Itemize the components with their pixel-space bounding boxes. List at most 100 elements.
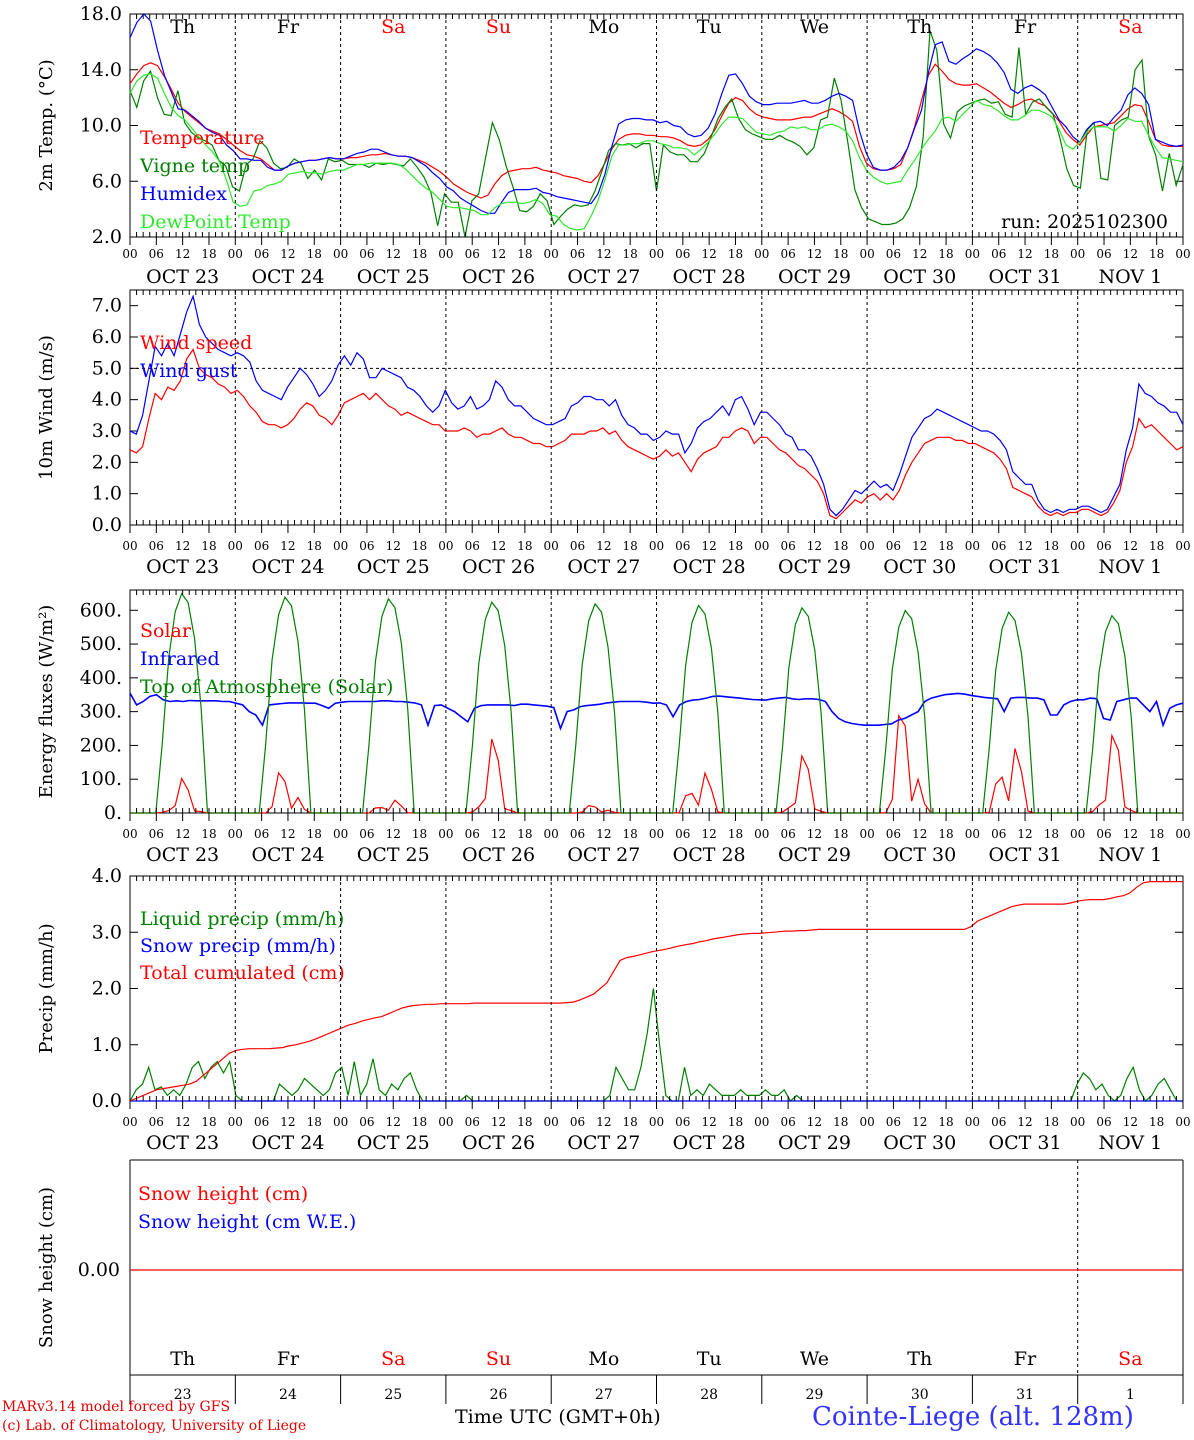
date-label: OCT 23: [146, 844, 219, 866]
legend-entry: Total cumulated (cm): [140, 962, 345, 984]
hour-tick-label: 06: [1096, 247, 1111, 261]
weekday-label: Sa: [1118, 1348, 1142, 1370]
day-number: 28: [700, 1387, 718, 1403]
weekday-label: Sa: [381, 16, 405, 38]
hour-tick-label: 18: [728, 827, 743, 841]
hour-tick-label: 00: [228, 1115, 243, 1129]
hour-tick-label: 12: [1123, 827, 1138, 841]
hour-tick-label: 00: [438, 827, 453, 841]
date-label: OCT 30: [883, 1132, 956, 1154]
date-label: NOV 1: [1098, 556, 1162, 578]
hour-tick-label: 00: [649, 539, 664, 553]
snow-panel: 0.00 Snow height (cm) Snow height (cm) Snow…: [36, 1159, 1184, 1404]
weekday-label: Su: [486, 16, 511, 38]
hour-tick-label: 06: [886, 1115, 901, 1129]
hour-tick-label: 18: [412, 539, 427, 553]
energy-panel-hour-labels: 00 06 12 18 00 06 12 18 00 06 12 18 00 06 12 18 00 06 12 18…: [122, 827, 1190, 841]
hour-tick-label: 18: [623, 539, 638, 553]
ylabel-wind: 10m Wind (m/s): [36, 335, 57, 480]
hour-tick-label: 18: [1149, 539, 1164, 553]
hour-tick-label: 06: [991, 827, 1006, 841]
date-label: OCT 26: [462, 266, 535, 288]
hour-tick-label: 18: [833, 539, 848, 553]
hour-tick-label: 18: [201, 539, 216, 553]
hour-tick-label: 12: [912, 1115, 927, 1129]
hour-tick-label: 18: [201, 247, 216, 261]
hour-tick-label: 18: [1044, 539, 1059, 553]
hour-tick-label: 00: [859, 827, 874, 841]
hour-tick-label: 06: [991, 247, 1006, 261]
y-tick-label: 4.0: [92, 389, 122, 411]
wind-panel: 0.0 1.0 2.0 3.0 4.0 5.0 6.0 7.0 10m Wind (m/s) Wi…: [36, 289, 1184, 536]
hour-tick-label: 12: [807, 1115, 822, 1129]
hour-tick-label: 12: [596, 1115, 611, 1129]
hour-tick-label: 06: [780, 539, 795, 553]
y-tick-label: 5.0: [92, 357, 122, 379]
weekday-label: Tu: [697, 16, 722, 38]
hour-tick-label: 06: [886, 539, 901, 553]
hour-tick-label: 18: [307, 539, 322, 553]
date-label: OCT 28: [673, 844, 746, 866]
hour-tick-label: 06: [254, 827, 269, 841]
hour-tick-label: 00: [228, 539, 243, 553]
date-label: NOV 1: [1098, 1132, 1162, 1154]
hour-tick-label: 00: [859, 247, 874, 261]
hour-tick-label: 00: [544, 1115, 559, 1129]
weekday-label: Fr: [277, 1348, 300, 1370]
hour-tick-label: 12: [807, 539, 822, 553]
date-label: OCT 27: [567, 266, 640, 288]
day-number: 31: [1016, 1387, 1034, 1403]
hour-tick-label: 18: [728, 1115, 743, 1129]
hour-tick-label: 00: [754, 827, 769, 841]
legend-entry: Snow height (cm W.E.): [138, 1211, 356, 1233]
hour-tick-label: 06: [149, 1115, 164, 1129]
hour-tick-label: 12: [1123, 539, 1138, 553]
ylabel-temperature: 2m Temp. (°C): [36, 59, 57, 191]
hour-tick-label: 06: [1096, 539, 1111, 553]
series-wind-speed: [129, 348, 1184, 520]
y-tick-label: 10.0: [80, 115, 122, 137]
date-label: OCT 25: [357, 1132, 430, 1154]
station-name: Cointe-Liege (alt. 128m): [812, 1402, 1134, 1432]
legend-entry: Liquid precip (mm/h): [140, 908, 344, 930]
hour-tick-label: 06: [675, 1115, 690, 1129]
hour-tick-label: 12: [807, 827, 822, 841]
hour-tick-label: 00: [438, 1115, 453, 1129]
day-number: 23: [174, 1387, 192, 1403]
y-tick-label: 600.: [80, 599, 122, 621]
hour-tick-label: 18: [1149, 1115, 1164, 1129]
temperature-panel-date-labels: OCT 23 OCT 24 OCT 25 OCT 26 OCT 27 OCT 28 OCT …: [146, 266, 1162, 288]
hour-tick-label: 12: [1017, 247, 1032, 261]
temperature-panel-day-gridlines: [234, 14, 1079, 237]
hour-tick-label: 06: [570, 539, 585, 553]
hour-tick-label: 00: [754, 247, 769, 261]
legend-entry: Solar: [140, 620, 192, 642]
hour-tick-label: 00: [1175, 539, 1190, 553]
hour-tick-label: 00: [859, 1115, 874, 1129]
y-tick-label: 0.: [104, 802, 122, 824]
hour-tick-label: 00: [1070, 1115, 1085, 1129]
hour-tick-label: 12: [1017, 539, 1032, 553]
hour-tick-label: 00: [649, 247, 664, 261]
y-tick-label: 400.: [80, 667, 122, 689]
hour-tick-label: 18: [307, 1115, 322, 1129]
y-tick-label: 2.0: [92, 226, 122, 248]
hour-tick-label: 00: [438, 247, 453, 261]
hour-tick-label: 06: [570, 1115, 585, 1129]
hour-tick-label: 00: [122, 247, 137, 261]
hour-tick-label: 00: [122, 827, 137, 841]
hour-tick-label: 12: [1017, 1115, 1032, 1129]
hour-tick-label: 18: [623, 247, 638, 261]
y-tick-label: 2.0: [92, 978, 122, 1000]
hour-tick-label: 06: [254, 1115, 269, 1129]
weekday-label: Sa: [1118, 16, 1142, 38]
hour-tick-label: 18: [517, 827, 532, 841]
hour-tick-label: 12: [386, 1115, 401, 1129]
time-axis-label: Time UTC (GMT+0h): [455, 1406, 661, 1428]
hour-tick-label: 18: [728, 247, 743, 261]
hour-tick-label: 18: [833, 247, 848, 261]
weekday-label: We: [800, 16, 829, 38]
legend-entry: Top of Atmosphere (Solar): [140, 676, 393, 698]
temperature-panel-hour-labels: 00 06 12 18 00 06 12 18 00 06 12 18 00 06 12 18 00 06 12 18…: [122, 247, 1190, 261]
hour-tick-label: 00: [754, 1115, 769, 1129]
